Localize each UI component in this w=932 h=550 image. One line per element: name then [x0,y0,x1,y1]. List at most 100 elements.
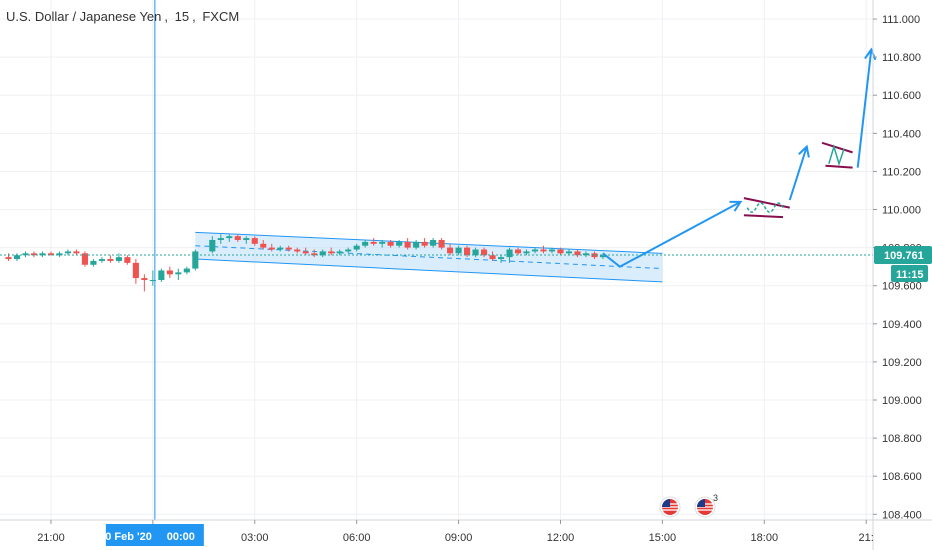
us-flag-event-icon[interactable]: 3 [694,493,718,518]
candle-body [582,253,590,256]
price-tick-label: 109.000 [882,395,922,407]
channel-upper-line [195,231,663,254]
candle [243,236,250,244]
candle-body [90,260,97,265]
candle [294,247,301,254]
candle [413,240,420,250]
candle-body [353,245,360,250]
candle-body [421,241,428,246]
time-tick-label: 21:00 [37,532,65,544]
chart-title: U.S. Dollar / Japanese Yen, 15, FXCM [6,9,240,24]
flag-canton [662,499,670,507]
candle-body [64,251,71,254]
candle [464,245,471,258]
candle [260,240,267,250]
candle-body [557,249,564,254]
candle [472,247,479,258]
last-price-tag: 109.761 11:15 [874,246,932,283]
candle [209,236,216,254]
candle [548,247,556,254]
candle-body [455,247,462,254]
candle [90,259,97,267]
candle-body [209,240,216,252]
candle-body [141,278,148,280]
candle [107,255,114,263]
candle [370,238,377,246]
candle [514,247,522,256]
candle [13,253,21,261]
price-tick-label: 108.400 [882,509,922,521]
price-axis[interactable]: 111.000 110.800 110.600 110.400 110.200 110.0… [872,0,932,550]
candle [234,234,241,242]
time-axis[interactable]: 21:00 00:00 03:00 06:00 09:00 12:00 15:00 18:00… [0,519,932,546]
candle-body [531,249,539,252]
candle [430,238,437,248]
price-tick-label: 111.000 [882,14,920,26]
price-tick-label: 110.200 [882,166,921,178]
candle-body [73,251,80,254]
candle [217,234,224,244]
candle-body [192,251,199,269]
candle [557,247,564,256]
candle-body [362,241,369,246]
price-tick-label: 108.600 [882,471,922,483]
candle-body [599,255,607,258]
crosshair-date-text: 10 Feb '20 [99,531,152,543]
projection-arrow-3-head [864,47,877,61]
price-tick-label: 108.800 [882,433,922,445]
candle-body [430,240,437,246]
candle [73,249,80,256]
candle [39,251,46,258]
flag-2-lower [825,164,853,169]
candle [268,243,275,252]
candle-body [158,270,165,280]
candle-body [294,249,301,252]
price-tick-label: 109.200 [882,357,922,369]
time-tick-label: 18:00 [751,532,779,544]
candle [302,247,309,256]
candle [319,249,326,258]
candle-body [47,253,55,256]
candle-body [497,257,505,260]
candle-body [514,249,522,254]
countdown-value: 11:15 [896,269,924,281]
candle-body [217,238,224,240]
overlays: 3 [0,0,877,520]
candle [404,238,411,250]
price-tick-label: 110.400 [882,128,921,140]
candle-body [81,253,88,265]
time-tick-label: 03:00 [241,532,269,544]
candles [5,234,607,292]
candle-body [56,253,63,256]
price-tick-label: 109.600 [882,281,922,293]
candle-body [234,236,241,240]
us-flag-event-icon[interactable] [659,496,681,518]
candle [98,257,105,263]
countdown-tag-bg [891,265,928,283]
exchange-label: FXCM [202,9,240,24]
candle [115,253,122,263]
candle-body [268,247,275,250]
candle [336,249,343,256]
candle-body [472,249,479,256]
candle [158,268,165,282]
candle-body [565,251,573,254]
last-price-tag-bg [874,246,932,265]
candle-body [13,255,21,260]
projection-arrow-3 [856,49,873,168]
candle [47,251,55,256]
crosshair-date-bg [105,524,204,546]
candle [141,274,148,292]
candle [5,253,12,261]
candle-body [149,280,156,281]
crosshair-date-tag: 10 Feb '20 00:00 [99,524,204,546]
price-tick-label: 110.600 [882,90,921,102]
candle-body [260,243,267,248]
candle-body [175,272,182,275]
candle-body [489,255,496,260]
flag-2-wave [828,144,845,167]
flag-1-lower [743,214,784,219]
candle [362,240,369,248]
candle-body [370,241,377,244]
